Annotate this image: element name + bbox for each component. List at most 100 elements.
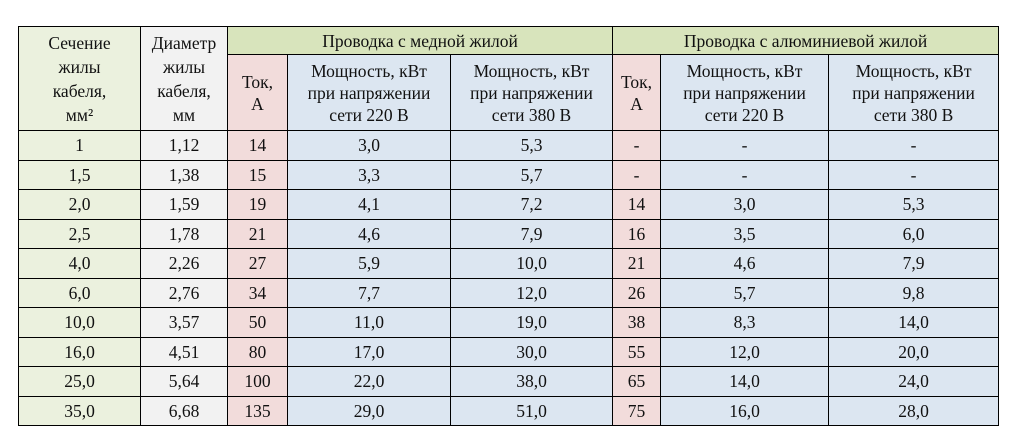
header-line: сети 220 В	[704, 104, 785, 125]
data-cell: 21	[612, 248, 662, 279]
data-cell: 1	[18, 130, 141, 161]
data-cell: 1,5	[18, 159, 141, 190]
header-line: кабеля,	[157, 80, 211, 101]
data-cell: 28,0	[828, 395, 1000, 426]
data-cell: 5,7	[660, 277, 830, 308]
header-row: Ток, А Мощность, кВт при напряжении сети 220…	[19, 54, 1000, 131]
data-cell: -	[612, 159, 662, 190]
data-cell: 2,26	[140, 248, 228, 279]
data-cell: 26	[612, 277, 662, 308]
data-cell: 4,1	[287, 189, 451, 220]
sub-header: Мощность, кВт при напряжении сети 220 В	[660, 54, 830, 131]
header-line: жилы	[163, 56, 205, 77]
data-cell: 9,8	[828, 277, 1000, 308]
data-cell: 1,59	[140, 189, 228, 220]
data-cell: 19	[227, 189, 288, 220]
data-cell: 17,0	[287, 336, 451, 367]
data-cell: 75	[612, 395, 662, 426]
sub-header: Мощность, кВт при напряжении сети 380 В	[449, 54, 614, 131]
data-cell: 6,68	[140, 395, 228, 426]
data-cell: -	[660, 159, 830, 190]
wire-table: Сечение жилы кабеля, мм² Диаметр жилы кабеля, м…	[18, 26, 1000, 426]
data-cell: 65	[612, 366, 662, 397]
data-cell: 55	[612, 336, 662, 367]
data-cell: -	[660, 130, 830, 161]
data-cell: 10,0	[18, 307, 141, 338]
header-line: при напряжении	[307, 82, 431, 103]
data-row: 10,0 3,57 50 11,0 19,0 38 8,3 14,0	[18, 307, 1000, 338]
data-cell: 14,0	[660, 366, 830, 397]
header-line: сети 380 В	[873, 104, 954, 125]
data-cell: 8,3	[660, 307, 830, 338]
data-row: 2,5 1,78 21 4,6 7,9 16 3,5 6,0	[18, 218, 1000, 249]
data-cell: 25,0	[18, 366, 141, 397]
data-cell: 5,3	[449, 130, 614, 161]
header-line: А	[251, 93, 264, 114]
data-cell: 3,57	[140, 307, 228, 338]
header-line: Мощность, кВт	[855, 60, 972, 81]
data-cell: 3,0	[287, 130, 451, 161]
data-cell: 6,0	[828, 218, 1000, 249]
data-cell: 30,0	[449, 336, 614, 367]
data-cell: 14	[227, 130, 288, 161]
header-line: Сечение	[48, 32, 111, 53]
group-header: Проводка с алюминиевой жилой	[612, 26, 1000, 55]
sub-header: Мощность, кВт при напряжении сети 380 В	[828, 54, 1000, 131]
data-cell: 135	[227, 395, 288, 426]
data-cell: 7,7	[287, 277, 451, 308]
header-line: кабеля,	[52, 80, 107, 101]
data-cell: 1,12	[140, 130, 228, 161]
data-cell: 100	[227, 366, 288, 397]
data-cell: 14,0	[828, 307, 1000, 338]
data-cell: 5,9	[287, 248, 451, 279]
data-cell: 22,0	[287, 366, 451, 397]
data-cell: 27	[227, 248, 288, 279]
data-cell: 11,0	[287, 307, 451, 338]
data-row: 1 1,12 14 3,0 5,3- - -	[18, 130, 1000, 161]
header-line: Ток,	[621, 71, 653, 92]
header-cell: Сечение жилы кабеля, мм²	[18, 26, 141, 131]
data-cell: 2,76	[140, 277, 228, 308]
data-cell: 3,0	[660, 189, 830, 220]
header-line: мм²	[65, 104, 94, 125]
data-cell: 19,0	[449, 307, 614, 338]
sub-header: Мощность, кВт при напряжении сети 220 В	[287, 54, 451, 131]
data-cell: -	[612, 130, 662, 161]
data-cell: 7,9	[449, 218, 614, 249]
data-cell: 4,51	[140, 336, 228, 367]
data-cell: 5,3	[828, 189, 1000, 220]
header-line: Мощность, кВт	[473, 60, 590, 81]
data-cell: 3,5	[660, 218, 830, 249]
header-line: А	[630, 93, 643, 114]
data-cell: 14	[612, 189, 662, 220]
header-line: сети 380 В	[491, 104, 572, 125]
data-cell: -	[828, 159, 1000, 190]
header-line: жилы	[58, 56, 101, 77]
sub-header: Ток, А	[612, 54, 662, 131]
data-cell: 21	[227, 218, 288, 249]
data-cell: 38,0	[449, 366, 614, 397]
header-row: Сечение жилы кабеля, мм² Диаметр жилы кабеля, м…	[18, 26, 1000, 131]
data-cell: 38	[612, 307, 662, 338]
data-row: 1,5 1,38 15 3,3 5,7- - -	[18, 159, 1000, 190]
data-cell: 12,0	[660, 336, 830, 367]
table-wrap: Сечение жилы кабеля, мм² Диаметр жилы кабеля, м…	[18, 26, 1000, 426]
header-line: сети 220 В	[329, 104, 409, 125]
data-cell: 5,7	[449, 159, 614, 190]
data-row: 4,0 2,26 27 5,9 10,0 21 4,6 7,9	[18, 248, 1000, 279]
data-cell: 50	[227, 307, 288, 338]
data-cell: 2,5	[18, 218, 141, 249]
sub-header: Ток, А	[227, 54, 288, 131]
data-cell: 7,9	[828, 248, 1000, 279]
data-cell: 29,0	[287, 395, 451, 426]
header-cell: Диаметр жилы кабеля, мм	[140, 26, 228, 131]
data-cell: 15	[227, 159, 288, 190]
header-line: Мощность, кВт	[686, 60, 803, 81]
data-cell: 2,0	[18, 189, 141, 220]
data-row: 16,0 4,51 80 17,0 30,0 55 12,0 20,0	[18, 336, 1000, 367]
data-cell: 6,0	[18, 277, 141, 308]
data-cell: 4,6	[660, 248, 830, 279]
data-cell: 24,0	[828, 366, 1000, 397]
data-row: 25,0 5,64 100 22,0 38,0 65 14,0 24,0	[18, 366, 1000, 397]
